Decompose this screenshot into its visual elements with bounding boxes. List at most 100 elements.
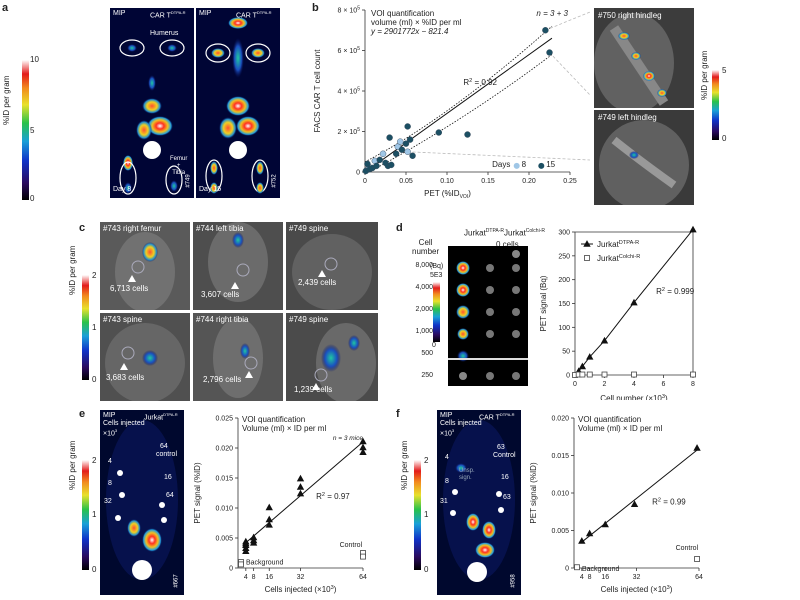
data-point xyxy=(546,49,553,56)
y-tick-label: 50 xyxy=(562,349,570,356)
data-point xyxy=(689,225,697,233)
data-point xyxy=(402,140,410,147)
hindleg-image-749: #749 left hindleg xyxy=(594,110,694,205)
data-point xyxy=(392,150,400,157)
mip-label: MIP xyxy=(199,10,212,17)
colorbar-tick: 1 xyxy=(92,323,97,332)
data-point xyxy=(584,255,590,261)
panel-letter-e: e xyxy=(79,408,86,420)
cell-number-title: Cell number xyxy=(412,238,440,256)
humerus-label: Humerus xyxy=(150,30,179,37)
injection-label: 63 xyxy=(503,494,511,501)
y-tick-label: 0.020 xyxy=(215,446,233,453)
colorbar-d-gradient xyxy=(433,282,440,342)
y-tick-label: 0.015 xyxy=(215,476,233,483)
ct-tile: #743 right femur 6,713 cells xyxy=(100,222,190,310)
data-point xyxy=(388,161,395,169)
data-point xyxy=(542,27,549,34)
y-tick-exponent: 5 xyxy=(357,46,360,52)
colorbar-a: %ID per gram 10 5 0 xyxy=(2,30,42,203)
data-point xyxy=(265,515,273,523)
day-8-label: Day 8 xyxy=(113,186,132,193)
y-tick-label: 150 xyxy=(558,301,570,308)
x-tick-label: 64 xyxy=(359,574,367,581)
data-point xyxy=(242,539,250,547)
panel-letter-a: a xyxy=(2,2,9,14)
mouse-id: #749 xyxy=(185,174,192,188)
data-point xyxy=(601,371,608,378)
colorbar-tick: 5 xyxy=(30,126,35,135)
injection-label: 32 xyxy=(104,498,112,505)
mip-label: MIP xyxy=(103,412,116,419)
x-tick-label: 0.15 xyxy=(481,178,495,185)
pet-image-day15: MIP CAR TDTPA-R Day 15 #752 xyxy=(196,8,280,198)
x-tick-label: 0.10 xyxy=(440,178,454,185)
hindleg-image-750: #750 right hindleg xyxy=(594,8,694,108)
tile-label: #749 spine xyxy=(289,224,329,233)
colorbar-tick: 2 xyxy=(92,271,97,280)
mip-label: MIP xyxy=(440,412,453,419)
legend-swatch xyxy=(513,162,520,169)
y-tick-label: 0 xyxy=(229,566,233,573)
data-point xyxy=(631,371,637,378)
background-label: Background xyxy=(582,566,619,573)
x-tick-label: 32 xyxy=(297,574,305,581)
x-axis-label: Cell number (×103) xyxy=(600,394,668,400)
y-tick-label: 0 xyxy=(565,566,569,573)
data-point xyxy=(296,483,305,490)
x10-label: ×103 xyxy=(440,428,455,438)
car-t-label: CAR TDTPA-R xyxy=(479,412,515,422)
data-point xyxy=(404,123,411,130)
n-label: n = 3 + 3 xyxy=(536,9,568,18)
panel-letter-f: f xyxy=(396,408,400,420)
injection-label: 64 xyxy=(166,492,174,499)
colorbar-title: %ID per gram xyxy=(2,75,11,125)
data-point xyxy=(690,371,696,378)
ct-tile: #749 spine 2,439 cells xyxy=(286,222,378,310)
data-point xyxy=(409,152,416,160)
legend-title: Days xyxy=(492,160,510,169)
chart-d: 0 2 4 6 8 0 50 100 150 200 250 300 JurkatDTPA-R Jurka… xyxy=(539,225,697,400)
injection-label: 8 xyxy=(108,480,112,487)
injection-label: 16 xyxy=(501,474,509,481)
cell-count: 6,713 cells xyxy=(110,284,149,293)
r-squared-label: R2 = 0.92 xyxy=(463,78,497,87)
y-tick-label: 250 xyxy=(558,253,570,260)
colorbar-tick: 2 xyxy=(92,456,97,465)
x-axis-label: Cells injected (×103) xyxy=(601,585,673,594)
data-point xyxy=(398,146,406,153)
y-axis-label: PET signal (%ID) xyxy=(193,462,202,524)
x-tick-label: 0 xyxy=(363,178,367,185)
x-tick-label: 32 xyxy=(633,574,641,581)
colorbar-tick: 5 xyxy=(722,66,727,75)
data-point xyxy=(373,162,380,170)
panel-letter-c: c xyxy=(79,222,86,234)
cells-injected-label: Cells injected xyxy=(440,420,482,427)
colorbar-title: %ID per gram xyxy=(68,440,77,490)
control-label: Control xyxy=(340,542,363,549)
chart-title: VOI quantification xyxy=(578,415,641,424)
injection-label: 63 xyxy=(497,444,505,451)
legend-label: 8 xyxy=(522,160,527,169)
y-tick-label: 0.015 xyxy=(551,453,569,460)
chart-title: VOI quantification xyxy=(242,415,305,424)
tile-label: #749 spine xyxy=(289,315,329,324)
data-point xyxy=(630,298,638,306)
injection-label: Control xyxy=(493,452,516,459)
colorbar-tick: 0 xyxy=(92,565,97,574)
x-tick-label: 0 xyxy=(573,381,577,388)
panel-letter-d: d xyxy=(396,222,403,234)
data-point xyxy=(359,437,367,445)
y-tick-exponent: 5 xyxy=(357,6,360,12)
x-tick-label: 2 xyxy=(603,381,607,388)
y-axis-label: PET signal (%ID) xyxy=(529,462,538,524)
data-point xyxy=(578,537,586,544)
colorbar-e: %ID per gram 2 1 0 xyxy=(68,430,108,590)
cell-count: 1,239 cells xyxy=(294,385,333,394)
tile-label: #744 right tibia xyxy=(196,315,249,324)
data-point xyxy=(406,136,414,143)
unspecific-signal-label: Unsp. sign. xyxy=(459,468,475,481)
x-tick-label: 4 xyxy=(580,574,584,581)
guide-line xyxy=(407,151,590,161)
data-point xyxy=(586,353,594,360)
